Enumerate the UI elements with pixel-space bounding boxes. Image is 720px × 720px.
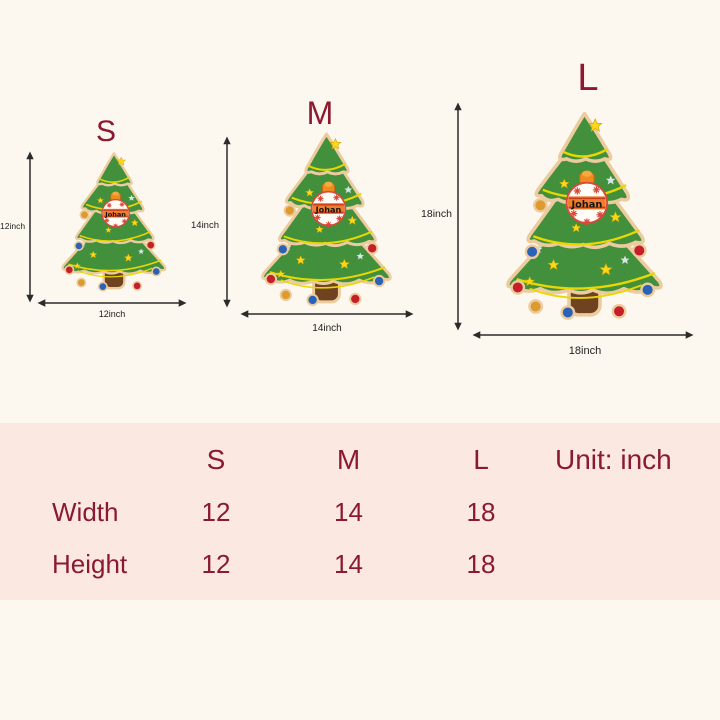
table-header-row: S M L Unit: inch bbox=[0, 444, 720, 476]
width-dimension-arrow-m bbox=[240, 310, 414, 318]
christmas-tree-large bbox=[501, 110, 668, 322]
width-dimension-arrow-l bbox=[472, 331, 694, 339]
unit-note: Unit: inch bbox=[555, 444, 672, 475]
table-row: Height 12 14 18 bbox=[0, 548, 720, 580]
size-label-s: S bbox=[95, 115, 116, 148]
size-label-l: L bbox=[577, 57, 599, 99]
height-dimension-label-l: 18inch bbox=[421, 208, 452, 220]
width-value-s: 12 bbox=[201, 496, 231, 527]
width-dimension-label-s: 12inch bbox=[98, 309, 126, 319]
size-label-m: M bbox=[306, 95, 334, 131]
size-table: S M L Unit: inch Width 12 14 18 Height 1… bbox=[0, 423, 720, 600]
row-label-width: Width bbox=[52, 496, 119, 527]
width-value-l: 18 bbox=[466, 496, 496, 527]
christmas-tree-medium bbox=[257, 131, 396, 308]
table-row: Width 12 14 18 bbox=[0, 496, 720, 528]
height-dimension-arrow-m bbox=[223, 136, 231, 308]
table-header-s: S bbox=[206, 444, 226, 475]
height-dimension-label-s: 12inch bbox=[0, 221, 26, 231]
height-value-l: 18 bbox=[466, 548, 496, 579]
height-dimension-label-m: 14inch bbox=[191, 220, 219, 231]
width-value-m: 14 bbox=[334, 496, 363, 527]
row-label-height: Height bbox=[52, 548, 128, 579]
height-value-m: 14 bbox=[334, 548, 363, 579]
height-dimension-arrow-s bbox=[26, 151, 34, 303]
width-dimension-label-m: 14inch bbox=[312, 323, 342, 334]
height-dimension-arrow-l bbox=[454, 102, 462, 331]
width-dimension-arrow-s bbox=[37, 299, 187, 307]
height-value-s: 12 bbox=[201, 548, 231, 579]
christmas-tree-small bbox=[58, 151, 170, 293]
width-dimension-label-l: 18inch bbox=[568, 345, 602, 357]
table-header-m: M bbox=[336, 444, 361, 475]
table-header-l: L bbox=[473, 444, 489, 475]
